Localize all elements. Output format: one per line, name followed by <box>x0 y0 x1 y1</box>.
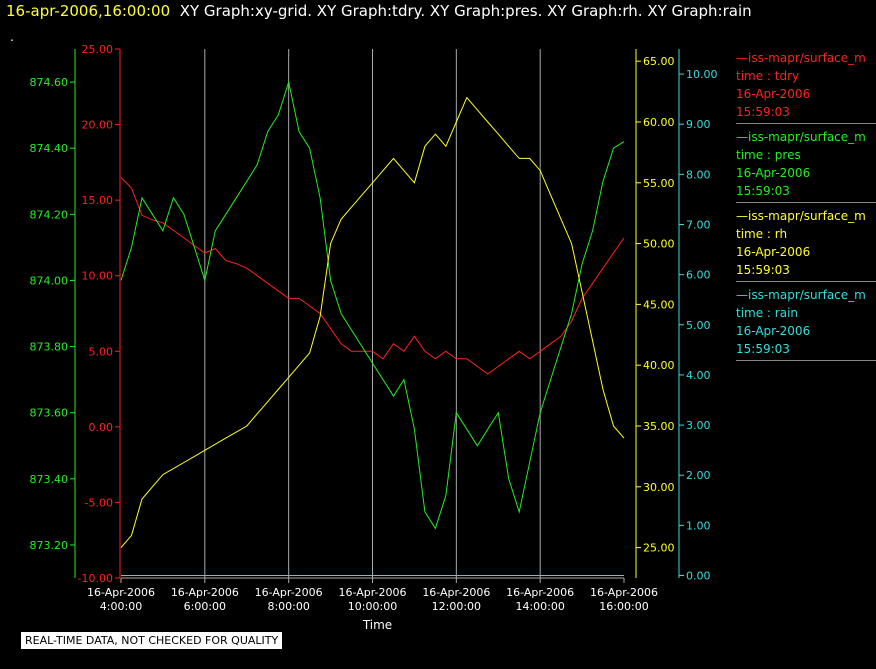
pres-tick-label: 873.20 <box>30 539 69 552</box>
x-tick-label: 12:00:00 <box>432 600 481 613</box>
rain-tick-label: 10.00 <box>686 68 718 81</box>
rh-tick-label: 55.00 <box>643 177 675 190</box>
rain-tick-label: 8.00 <box>686 168 711 181</box>
rain-tick-label: 2.00 <box>686 469 711 482</box>
legend-date: 16-Apr-2006 <box>736 324 811 338</box>
series-line-rh <box>120 96 625 548</box>
x-tick-label: 4:00:00 <box>100 600 142 613</box>
rh-tick-label: 30.00 <box>643 481 675 494</box>
legend: —iss-mapr/surface_m time : tdry 16-Apr-200… <box>736 48 876 364</box>
tdry-tick-label: 10.00 <box>82 270 114 283</box>
legend-time: 15:59:03 <box>736 342 790 356</box>
pres-tick-label: 873.60 <box>30 407 69 420</box>
dot-marker: . <box>10 30 14 44</box>
legend-var: time : pres <box>736 148 801 162</box>
tdry-tick-label: 20.00 <box>82 119 114 132</box>
tdry-tick-label: -5.00 <box>85 496 113 509</box>
pres-tick-label: 874.40 <box>30 142 69 155</box>
legend-name: —iss-mapr/surface_m <box>736 288 866 302</box>
legend-name: —iss-mapr/surface_m <box>736 209 866 223</box>
series-line-tdry <box>120 177 625 375</box>
series-line-pres <box>120 80 625 530</box>
x-axis-label: Time <box>362 618 392 632</box>
pres-tick-label: 873.40 <box>30 473 69 486</box>
legend-var: time : rh <box>736 227 788 241</box>
legend-date: 16-Apr-2006 <box>736 245 811 259</box>
x-tick-label: 16-Apr-2006 <box>338 586 406 599</box>
x-tick-label: 14:00:00 <box>515 600 564 613</box>
rain-tick-label: 7.00 <box>686 218 711 231</box>
tdry-tick-label: 5.00 <box>89 345 114 358</box>
title-bar: 16-apr-2006,16:00:00 XY Graph:xy-grid. X… <box>6 2 752 20</box>
legend-time: 15:59:03 <box>736 263 790 277</box>
x-tick-label: 10:00:00 <box>348 600 397 613</box>
x-tick-label: 16-Apr-2006 <box>590 586 658 599</box>
rh-tick-label: 65.00 <box>643 55 675 68</box>
legend-var: time : rain <box>736 306 799 320</box>
rh-tick-label: 45.00 <box>643 298 675 311</box>
rain-tick-label: 9.00 <box>686 118 711 131</box>
rh-tick-label: 40.00 <box>643 359 675 372</box>
timestamp: 16-apr-2006,16:00:00 <box>6 2 171 20</box>
rain-tick-label: 4.00 <box>686 369 711 382</box>
tdry-tick-label: 15.00 <box>82 194 114 207</box>
legend-time: 15:59:03 <box>736 105 790 119</box>
legend-date: 16-Apr-2006 <box>736 87 811 101</box>
quality-notice: REAL-TIME DATA, NOT CHECKED FOR QUALITY <box>20 631 284 650</box>
x-tick-label: 16-Apr-2006 <box>255 586 323 599</box>
rain-tick-label: 5.00 <box>686 319 711 332</box>
tdry-tick-label: 0.00 <box>89 421 114 434</box>
graph-list: XY Graph:xy-grid. XY Graph:tdry. XY Grap… <box>179 2 752 20</box>
rain-tick-label: 0.00 <box>686 569 711 582</box>
x-tick-label: 16-Apr-2006 <box>87 586 155 599</box>
x-tick-label: 16:00:00 <box>599 600 648 613</box>
legend-name: —iss-mapr/surface_m <box>736 51 866 65</box>
pres-tick-label: 873.80 <box>30 341 69 354</box>
rh-tick-label: 50.00 <box>643 238 675 251</box>
legend-var: time : tdry <box>736 69 800 83</box>
legend-time: 15:59:03 <box>736 184 790 198</box>
rain-tick-label: 6.00 <box>686 269 711 282</box>
x-tick-label: 6:00:00 <box>184 600 226 613</box>
rain-tick-label: 1.00 <box>686 519 711 532</box>
rh-tick-label: 60.00 <box>643 116 675 129</box>
pres-tick-label: 874.00 <box>30 274 69 287</box>
tdry-tick-label: 25.00 <box>82 43 114 56</box>
legend-name: —iss-mapr/surface_m <box>736 130 866 144</box>
pres-tick-label: 874.20 <box>30 208 69 221</box>
pres-tick-label: 874.60 <box>30 76 69 89</box>
tdry-tick-label: -10.00 <box>78 572 113 585</box>
rh-tick-label: 35.00 <box>643 420 675 433</box>
rh-tick-label: 25.00 <box>643 542 675 555</box>
x-tick-label: 16-Apr-2006 <box>171 586 239 599</box>
rain-tick-label: 3.00 <box>686 419 711 432</box>
x-tick-label: 8:00:00 <box>267 600 309 613</box>
legend-date: 16-Apr-2006 <box>736 166 811 180</box>
x-tick-label: 16-Apr-2006 <box>422 586 490 599</box>
x-tick-label: 16-Apr-2006 <box>506 586 574 599</box>
